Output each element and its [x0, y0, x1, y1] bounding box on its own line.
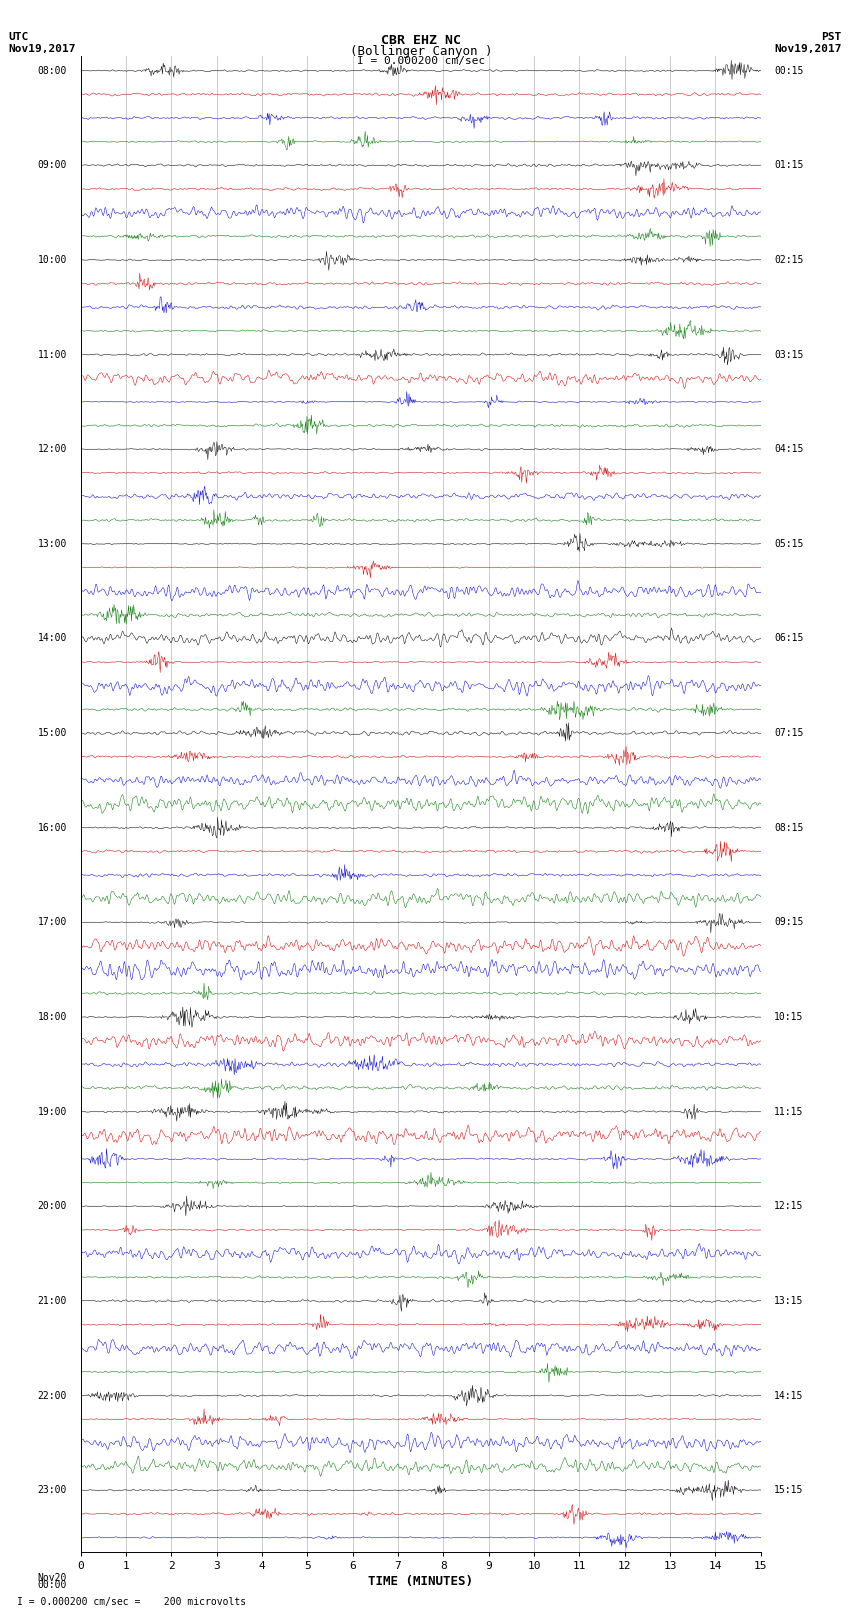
Text: 13:15: 13:15 — [774, 1295, 804, 1307]
Text: CBR EHZ NC: CBR EHZ NC — [381, 34, 461, 47]
Text: 01:15: 01:15 — [774, 160, 804, 171]
Text: 07:15: 07:15 — [774, 727, 804, 739]
Text: 03:15: 03:15 — [774, 350, 804, 360]
Text: 16:00: 16:00 — [37, 823, 67, 832]
Text: 11:00: 11:00 — [37, 350, 67, 360]
Text: 20:00: 20:00 — [37, 1202, 67, 1211]
Text: 10:15: 10:15 — [774, 1011, 804, 1023]
Text: 14:00: 14:00 — [37, 634, 67, 644]
Text: 15:15: 15:15 — [774, 1486, 804, 1495]
Text: 18:00: 18:00 — [37, 1011, 67, 1023]
Text: PST: PST — [821, 32, 842, 42]
Text: Nov20: Nov20 — [37, 1573, 67, 1582]
Text: 13:00: 13:00 — [37, 539, 67, 548]
Text: I = 0.000200 cm/sec: I = 0.000200 cm/sec — [357, 56, 484, 66]
Text: 15:00: 15:00 — [37, 727, 67, 739]
Text: 10:00: 10:00 — [37, 255, 67, 265]
Text: 14:15: 14:15 — [774, 1390, 804, 1400]
Text: 22:00: 22:00 — [37, 1390, 67, 1400]
Text: 08:15: 08:15 — [774, 823, 804, 832]
Text: 00:15: 00:15 — [774, 66, 804, 76]
Text: 04:15: 04:15 — [774, 444, 804, 455]
Text: 11:15: 11:15 — [774, 1107, 804, 1116]
Text: I = 0.000200 cm/sec =    200 microvolts: I = 0.000200 cm/sec = 200 microvolts — [17, 1597, 246, 1607]
Text: 21:00: 21:00 — [37, 1295, 67, 1307]
Text: Nov19,2017: Nov19,2017 — [8, 44, 76, 53]
Text: 19:00: 19:00 — [37, 1107, 67, 1116]
Text: (Bollinger Canyon ): (Bollinger Canyon ) — [349, 45, 492, 58]
Text: 05:15: 05:15 — [774, 539, 804, 548]
Text: UTC: UTC — [8, 32, 29, 42]
Text: 17:00: 17:00 — [37, 918, 67, 927]
Text: 09:00: 09:00 — [37, 160, 67, 171]
X-axis label: TIME (MINUTES): TIME (MINUTES) — [368, 1574, 473, 1587]
Text: 08:00: 08:00 — [37, 66, 67, 76]
Text: 02:15: 02:15 — [774, 255, 804, 265]
Text: 00:00: 00:00 — [37, 1579, 67, 1590]
Text: 12:00: 12:00 — [37, 444, 67, 455]
Text: Nov19,2017: Nov19,2017 — [774, 44, 842, 53]
Text: 23:00: 23:00 — [37, 1486, 67, 1495]
Text: 06:15: 06:15 — [774, 634, 804, 644]
Text: 12:15: 12:15 — [774, 1202, 804, 1211]
Text: 09:15: 09:15 — [774, 918, 804, 927]
